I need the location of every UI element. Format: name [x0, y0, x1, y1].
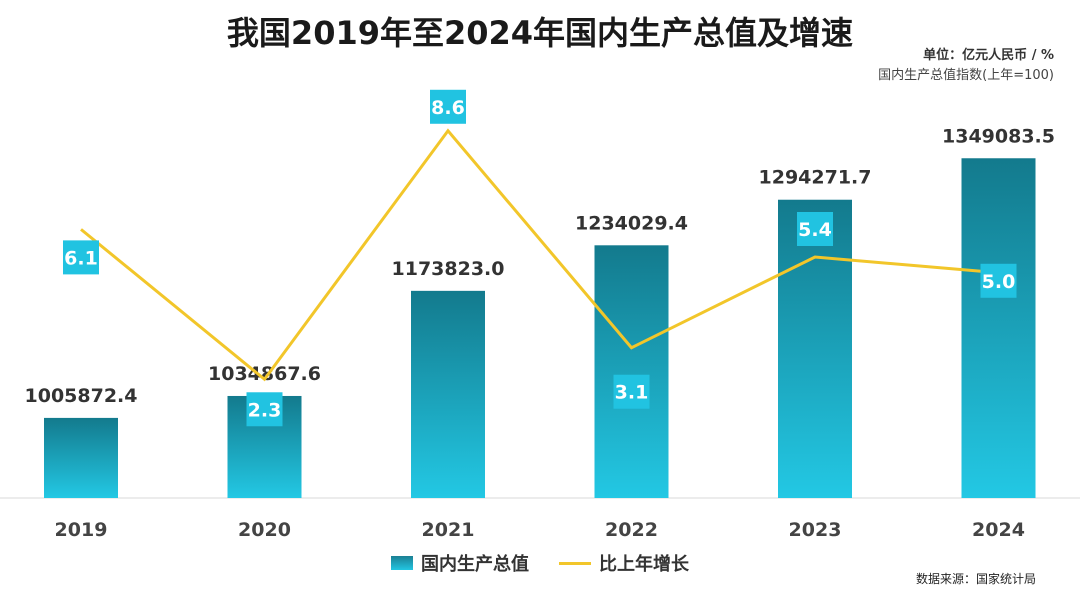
growth-value-label-2022: 3.1: [615, 382, 649, 404]
legend-label-gdp: 国内生产总值: [421, 554, 529, 575]
x-tick-2022: 2022: [605, 519, 658, 541]
bar-value-label-2020: 1034867.6: [208, 363, 321, 385]
x-tick-2024: 2024: [972, 519, 1025, 541]
index-note: 国内生产总值指数(上年=100): [878, 68, 1054, 83]
chart-title: 我国2019年至2024年国内生产总值及增速: [226, 14, 854, 52]
growth-marker-2020: [246, 392, 283, 427]
unit-label: 单位：亿元人民币 / %: [923, 48, 1054, 63]
bar-2021: [411, 290, 485, 498]
legend-item-growth: 比上年增长: [559, 550, 689, 576]
legend-label-growth: 比上年增长: [599, 554, 689, 575]
legend: 国内生产总值 比上年增长: [0, 550, 1080, 576]
growth-value-label-2019: 6.1: [64, 247, 98, 269]
growth-marker-2023: [797, 212, 833, 246]
bar-2019: [44, 417, 118, 498]
growth-marker-2021: [430, 89, 466, 124]
growth-marker-2022: [613, 374, 650, 409]
growth-value-label-2020: 2.3: [248, 399, 282, 421]
growth-marker-2019: [63, 240, 99, 275]
bar-2022: [594, 245, 669, 498]
bar-2023: [778, 199, 852, 498]
bar-value-label-2019: 1005872.4: [25, 385, 138, 407]
growth-value-label-2024: 5.0: [982, 271, 1016, 293]
x-tick-2021: 2021: [422, 519, 475, 541]
growth-value-label-2021: 8.6: [431, 97, 465, 119]
legend-swatch-bar: [391, 556, 413, 570]
bar-2024: [961, 158, 1036, 498]
data-source: 数据来源：国家统计局: [915, 572, 1036, 586]
bar-value-label-2024: 1349083.5: [942, 125, 1055, 147]
legend-swatch-line: [559, 561, 591, 565]
legend-item-gdp: 国内生产总值: [391, 550, 529, 576]
growth-value-label-2023: 5.4: [798, 219, 832, 241]
bar-value-label-2022: 1234029.4: [575, 212, 688, 234]
bar-value-label-2021: 1173823.0: [392, 258, 505, 280]
x-tick-2019: 2019: [55, 519, 108, 541]
bar-value-label-2023: 1294271.7: [759, 167, 872, 189]
growth-marker-2024: [980, 263, 1017, 298]
x-tick-2020: 2020: [238, 519, 291, 541]
x-tick-2023: 2023: [789, 519, 842, 541]
growth-line: [80, 128, 999, 382]
